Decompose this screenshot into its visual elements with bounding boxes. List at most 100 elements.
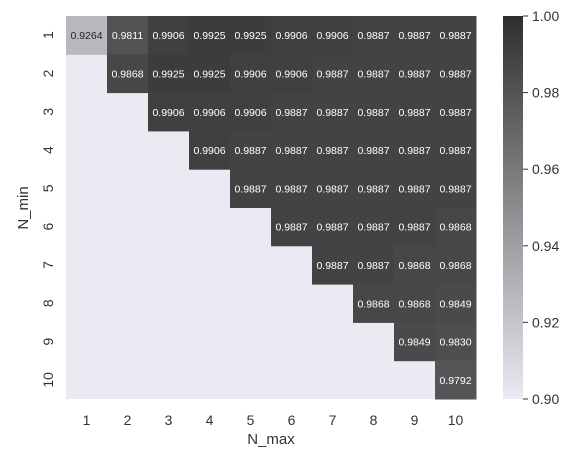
heatmap-cell xyxy=(353,130,395,170)
heatmap-cell xyxy=(230,92,272,132)
heatmap-cell xyxy=(435,245,477,285)
heatmap-cell xyxy=(148,54,190,94)
heatmap-cell xyxy=(394,16,436,55)
cell-value-label: 0.9887 xyxy=(316,68,348,80)
x-tick-label: 10 xyxy=(448,412,464,428)
cell-value-label: 0.9792 xyxy=(439,375,471,387)
heatmap-cell xyxy=(312,130,354,170)
heatmap-cell xyxy=(394,207,436,247)
x-tick-label: 3 xyxy=(165,412,173,428)
heatmap-cell xyxy=(230,130,272,170)
heatmap-cell xyxy=(435,284,477,323)
cell-value-label: 0.9887 xyxy=(398,30,430,42)
heatmap-cell xyxy=(353,245,395,285)
cell-value-label: 0.9868 xyxy=(357,298,389,310)
x-tick-label: 8 xyxy=(370,412,378,428)
cell-value-label: 0.9887 xyxy=(398,107,430,119)
heatmap-cell xyxy=(394,54,436,94)
colorbar-tick-label: 0.98 xyxy=(532,85,559,101)
cell-value-label: 0.9887 xyxy=(275,222,307,234)
heatmap-cell xyxy=(435,207,477,247)
cell-value-label: 0.9849 xyxy=(439,298,471,310)
heatmap-cell xyxy=(394,322,436,362)
cell-value-label: 0.9925 xyxy=(193,68,225,80)
cell-value-label: 0.9887 xyxy=(439,107,471,119)
cell-value-label: 0.9868 xyxy=(439,260,471,272)
y-tick-label: 8 xyxy=(40,299,56,307)
heatmap-cell xyxy=(189,16,231,55)
heatmap-cell xyxy=(271,54,313,94)
cell-value-label: 0.9887 xyxy=(316,260,348,272)
colorbar-tick-label: 1.00 xyxy=(532,8,559,24)
heatmap-cell xyxy=(435,54,477,94)
colorbar xyxy=(503,16,523,399)
cell-value-label: 0.9868 xyxy=(111,68,143,80)
colorbar-ticks: 0.90 0.92 0.94 0.96 0.98 1.00 xyxy=(523,8,559,407)
heatmap-cell xyxy=(353,16,395,55)
cell-value-label: 0.9887 xyxy=(439,145,471,157)
heatmap-cell xyxy=(271,92,313,132)
heatmap-cell xyxy=(435,169,477,208)
x-tick-label: 2 xyxy=(124,412,132,428)
cell-value-label: 0.9887 xyxy=(357,145,389,157)
heatmap-cell xyxy=(435,92,477,132)
y-axis-ticks: 1 2 3 4 5 6 7 8 9 10 xyxy=(40,31,56,388)
heatmap-cell xyxy=(312,245,354,285)
cell-value-label: 0.9906 xyxy=(152,30,184,42)
cell-value-label: 0.9887 xyxy=(234,145,266,157)
cell-value-label: 0.9906 xyxy=(275,68,307,80)
heatmap-cell xyxy=(435,16,477,55)
x-tick-label: 9 xyxy=(411,412,419,428)
y-tick-label: 10 xyxy=(40,372,56,388)
heatmap-cell xyxy=(312,92,354,132)
cell-value-label: 0.9887 xyxy=(357,183,389,195)
x-tick-label: 6 xyxy=(288,412,296,428)
cell-value-label: 0.9868 xyxy=(398,260,430,272)
heatmap-cell xyxy=(66,16,108,55)
x-tick-label: 4 xyxy=(206,412,214,428)
colorbar-tick-label: 0.92 xyxy=(532,314,559,330)
cell-value-label: 0.9887 xyxy=(316,183,348,195)
heatmap-cell xyxy=(394,245,436,285)
cell-value-label: 0.9887 xyxy=(275,107,307,119)
cell-value-label: 0.9925 xyxy=(234,30,266,42)
cell-value-label: 0.9887 xyxy=(275,145,307,157)
colorbar-tick-label: 0.90 xyxy=(532,391,559,407)
cell-value-label: 0.9887 xyxy=(398,222,430,234)
cell-value-label: 0.9887 xyxy=(357,107,389,119)
cell-value-label: 0.9887 xyxy=(316,145,348,157)
cell-value-label: 0.9887 xyxy=(357,30,389,42)
y-tick-label: 6 xyxy=(40,223,56,231)
heatmap-cells xyxy=(66,16,477,400)
heatmap-cell xyxy=(353,92,395,132)
heatmap-cell xyxy=(271,16,313,55)
cell-value-label: 0.9887 xyxy=(398,68,430,80)
cell-value-label: 0.9887 xyxy=(357,222,389,234)
cell-value-label: 0.9849 xyxy=(398,337,430,349)
heatmap-cell xyxy=(312,207,354,247)
heatmap-cell xyxy=(394,169,436,208)
cell-value-label: 0.9906 xyxy=(275,30,307,42)
cell-value-label: 0.9264 xyxy=(70,30,102,42)
heatmap-cell xyxy=(148,92,190,132)
y-tick-label: 1 xyxy=(40,31,56,39)
heatmap-cell xyxy=(230,16,272,55)
cell-value-label: 0.9868 xyxy=(439,222,471,234)
heatmap-cell xyxy=(312,16,354,55)
cell-value-label: 0.9887 xyxy=(398,145,430,157)
x-tick-label: 5 xyxy=(247,412,255,428)
heatmap-cell xyxy=(312,169,354,208)
heatmap-cell xyxy=(394,130,436,170)
x-tick-label: 1 xyxy=(83,412,91,428)
cell-value-label: 0.9887 xyxy=(357,260,389,272)
cell-value-label: 0.9887 xyxy=(275,183,307,195)
cell-value-label: 0.9906 xyxy=(316,30,348,42)
x-axis-ticks: 1 2 3 4 5 6 7 8 9 10 xyxy=(83,412,464,428)
cell-value-label: 0.9887 xyxy=(439,30,471,42)
y-tick-label: 4 xyxy=(40,146,56,154)
heatmap-cell xyxy=(271,207,313,247)
cell-value-label: 0.9887 xyxy=(316,222,348,234)
y-tick-label: 9 xyxy=(40,337,56,345)
heatmap-cell xyxy=(353,169,395,208)
